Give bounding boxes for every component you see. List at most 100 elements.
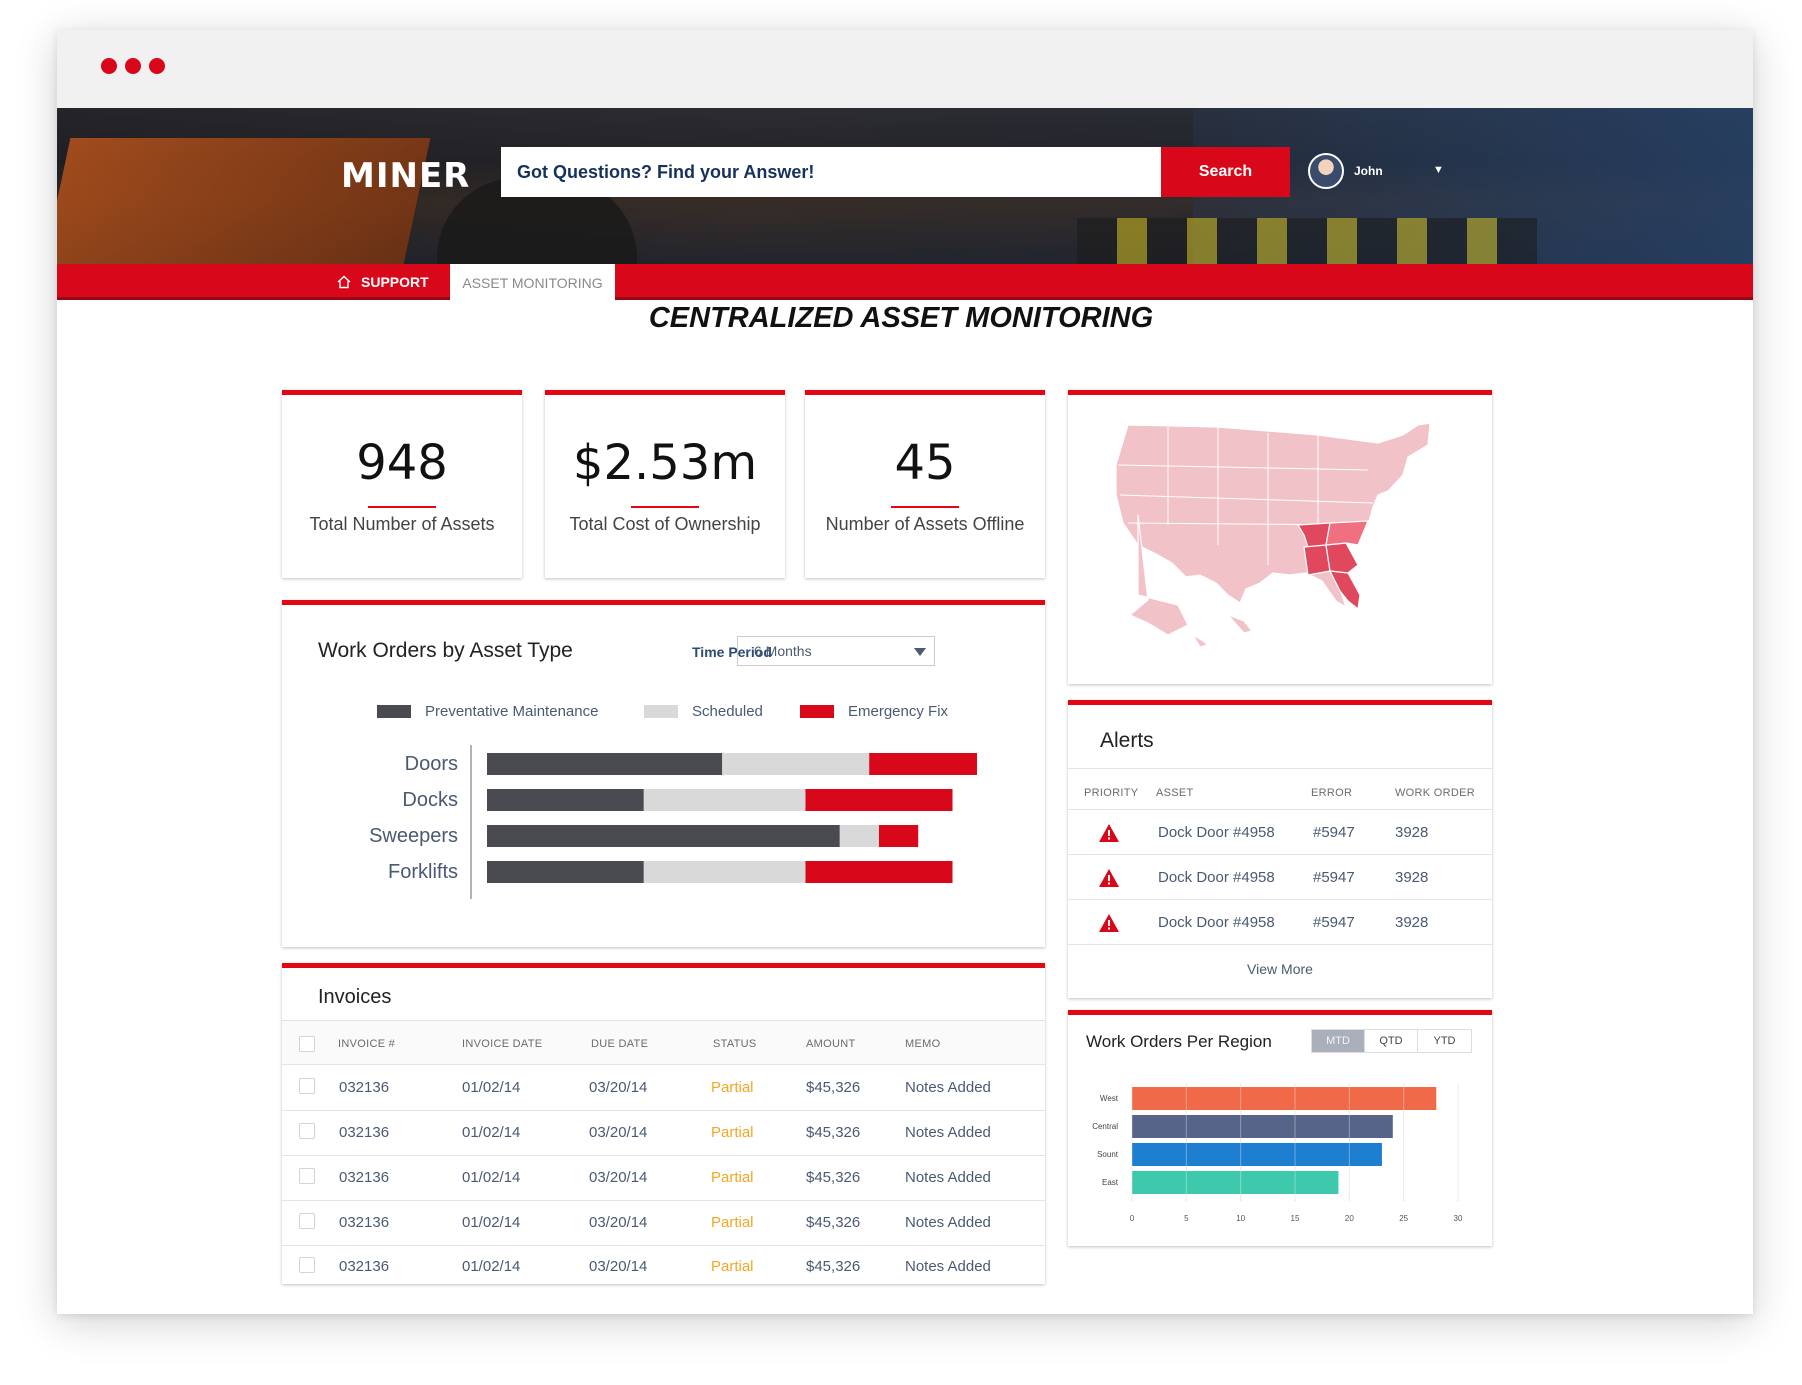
- chevron-down-icon[interactable]: ▼: [1433, 164, 1444, 176]
- status-badge: Partial: [711, 1258, 754, 1275]
- tab-mtd[interactable]: MTD: [1312, 1030, 1365, 1052]
- invoice-date: 01/02/14: [462, 1214, 521, 1231]
- invoice-number: 032136: [339, 1169, 390, 1186]
- card-title: Work Orders by Asset Type: [318, 639, 573, 662]
- avatar[interactable]: [1308, 153, 1344, 189]
- tick-label: 30: [1454, 1214, 1463, 1223]
- row-checkbox[interactable]: [299, 1213, 315, 1229]
- invoice-number: 032136: [339, 1214, 390, 1231]
- alert-error: #5947: [1313, 869, 1355, 886]
- select-all-checkbox[interactable]: [299, 1036, 315, 1052]
- stacked-bar-chart: Doors Docks Sweepers Forklifts: [369, 745, 977, 899]
- bar-segment[interactable]: [643, 789, 806, 811]
- bar-segment[interactable]: [805, 789, 953, 811]
- legend-label: Scheduled: [692, 703, 763, 720]
- table-row[interactable]: Dock Door #4958 #5947 3928: [1068, 900, 1492, 945]
- tick-label: 15: [1291, 1214, 1300, 1223]
- category-label: Forklifts: [388, 861, 458, 883]
- table-header-row: INVOICE # INVOICE DATE DUE DATE STATUS A…: [282, 1021, 1045, 1065]
- tick-label: 10: [1236, 1214, 1245, 1223]
- tab-ytd[interactable]: YTD: [1418, 1030, 1471, 1052]
- table-row[interactable]: 032136 01/02/14 03/20/14 Partial $45,326…: [282, 1156, 1045, 1201]
- due-date: 03/20/14: [589, 1124, 648, 1141]
- alert-work-order: 3928: [1395, 914, 1429, 931]
- bar-segment[interactable]: [805, 861, 953, 883]
- tab-qtd[interactable]: QTD: [1365, 1030, 1418, 1052]
- region-bar[interactable]: [1132, 1087, 1437, 1110]
- region-bar-chart: 0 5 10 15 20 25 30 West Central Sount East: [1092, 1083, 1463, 1223]
- memo: Notes Added: [905, 1124, 991, 1141]
- row-checkbox[interactable]: [299, 1123, 315, 1139]
- row-checkbox[interactable]: [299, 1078, 315, 1094]
- window-minimize-dot[interactable]: [125, 58, 141, 74]
- bar-segment[interactable]: [839, 825, 879, 847]
- bar-segment[interactable]: [487, 789, 644, 811]
- bar-segment[interactable]: [643, 861, 806, 883]
- table-row[interactable]: 032136 01/02/14 03/20/14 Partial $45,326…: [282, 1066, 1045, 1111]
- user-name[interactable]: John: [1354, 164, 1383, 178]
- category-label: West: [1100, 1094, 1119, 1103]
- bar-segment[interactable]: [487, 861, 644, 883]
- status-badge: Partial: [711, 1079, 754, 1096]
- table-row[interactable]: 032136 01/02/14 03/20/14 Partial $45,326…: [282, 1246, 1045, 1289]
- bar-segment[interactable]: [879, 825, 919, 847]
- due-date: 03/20/14: [589, 1214, 648, 1231]
- warning-icon: [1099, 914, 1119, 932]
- kpi-value: 948: [356, 435, 448, 491]
- legend-item: Preventative Maintenance: [377, 703, 598, 720]
- invoices-card: Invoices INVOICE # INVOICE DATE DUE DATE…: [282, 963, 1045, 1284]
- invoice-date: 01/02/14: [462, 1079, 521, 1096]
- time-period-label: Time Period: [692, 644, 772, 660]
- due-date: 03/20/14: [589, 1258, 648, 1275]
- row-checkbox[interactable]: [299, 1168, 315, 1184]
- table-row[interactable]: Dock Door #4958 #5947 3928: [1068, 855, 1492, 900]
- alert-error: #5947: [1313, 824, 1355, 841]
- due-date: 03/20/14: [589, 1079, 648, 1096]
- time-period-select[interactable]: 6 Months: [737, 636, 935, 666]
- us-map-highlight-states: [1296, 520, 1369, 611]
- bar-segment[interactable]: [487, 753, 723, 775]
- bar-segment[interactable]: [869, 753, 977, 775]
- kpi-value: $2.53m: [572, 435, 758, 491]
- view-more-link[interactable]: View More: [1247, 961, 1313, 977]
- table-row[interactable]: 032136 01/02/14 03/20/14 Partial $45,326…: [282, 1111, 1045, 1156]
- window-maximize-dot[interactable]: [149, 58, 165, 74]
- card-title: Invoices: [318, 986, 392, 1008]
- amount: $45,326: [806, 1124, 861, 1141]
- amount: $45,326: [806, 1169, 861, 1186]
- column-header: INVOICE DATE: [462, 1038, 543, 1050]
- table-row[interactable]: 032136 01/02/14 03/20/14 Partial $45,326…: [282, 1201, 1045, 1246]
- card-title: Alerts: [1100, 729, 1154, 752]
- alert-asset: Dock Door #4958: [1158, 824, 1275, 841]
- logo[interactable]: MINER: [341, 156, 471, 196]
- region-bar[interactable]: [1132, 1171, 1339, 1194]
- alert-work-order: 3928: [1395, 869, 1429, 886]
- column-header: STATUS: [713, 1038, 757, 1050]
- table-row[interactable]: Dock Door #4958 #5947 3928: [1068, 810, 1492, 855]
- invoice-number: 032136: [339, 1258, 390, 1275]
- bar-segment[interactable]: [487, 825, 840, 847]
- kpi-card: 948 Total Number of Assets: [282, 390, 522, 578]
- region-bar[interactable]: [1132, 1115, 1393, 1138]
- legend-label: Preventative Maintenance: [425, 703, 599, 720]
- kpi-label: Total Number of Assets: [309, 514, 495, 534]
- tick-label: 20: [1345, 1214, 1354, 1223]
- time-period-value: 6 Months: [754, 643, 812, 659]
- warning-icon: [1099, 869, 1119, 887]
- bar-segment[interactable]: [722, 753, 870, 775]
- nav-item-support[interactable]: SUPPORT: [337, 264, 429, 300]
- window-close-dot[interactable]: [101, 58, 117, 74]
- us-map[interactable]: [1068, 395, 1492, 684]
- nav-item-asset-monitoring[interactable]: ASSET MONITORING: [450, 264, 615, 301]
- us-map-outline: [1115, 422, 1431, 648]
- search-button[interactable]: Search: [1161, 147, 1290, 197]
- kpi-value: 45: [894, 435, 956, 491]
- category-label: Central: [1092, 1122, 1118, 1131]
- status-badge: Partial: [711, 1214, 754, 1231]
- search-input[interactable]: [501, 147, 1161, 197]
- kpi-label: Total Cost of Ownership: [569, 514, 761, 534]
- tick-label: 5: [1184, 1214, 1189, 1223]
- region-bar[interactable]: [1132, 1143, 1382, 1166]
- row-checkbox[interactable]: [299, 1257, 315, 1273]
- category-label: Doors: [405, 753, 458, 775]
